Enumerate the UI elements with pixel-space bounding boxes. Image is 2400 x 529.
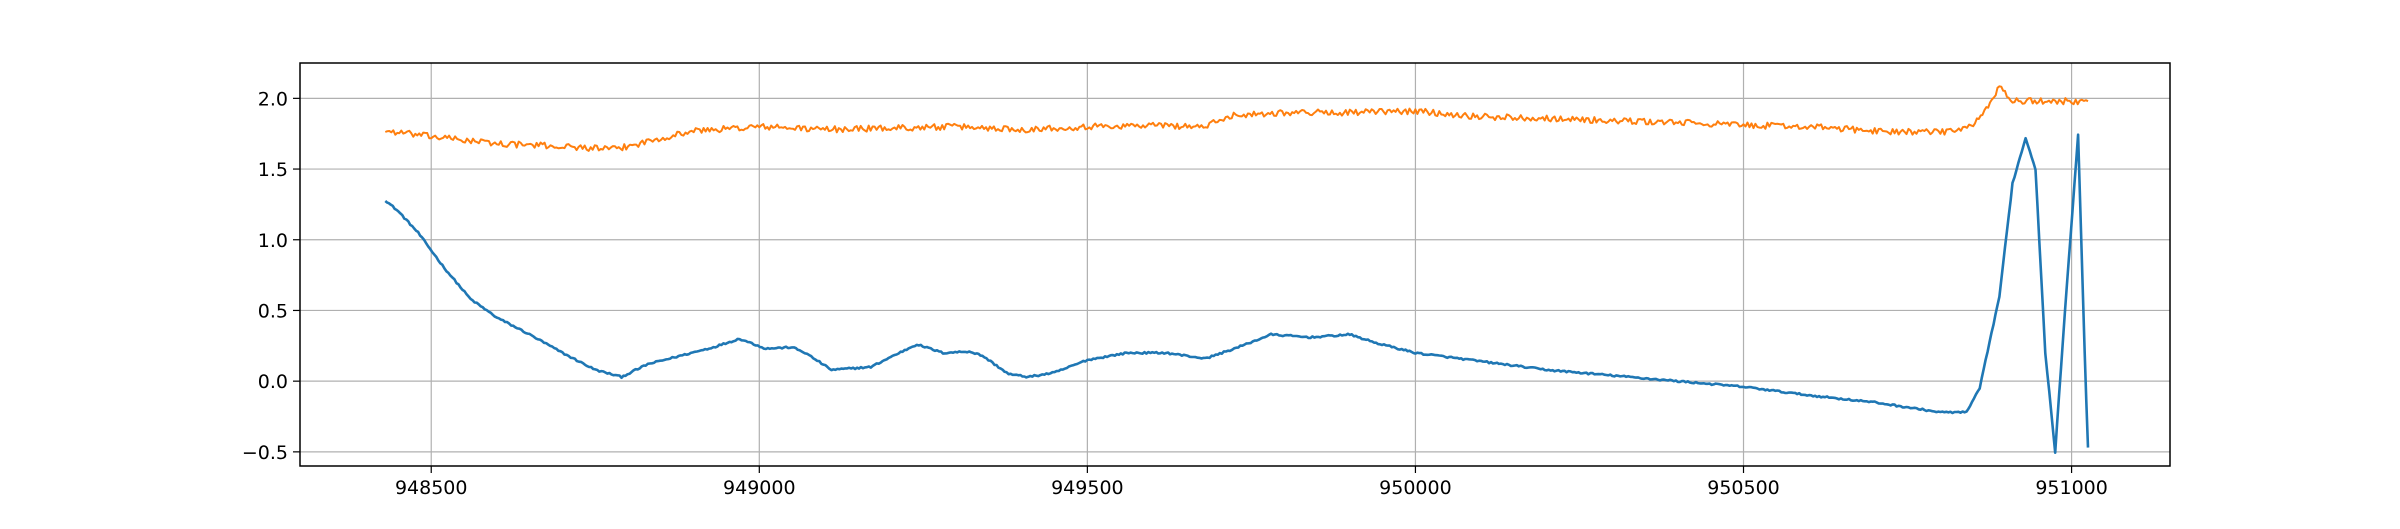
x-tick-label: 948500	[395, 477, 468, 499]
y-tick-label: 1.5	[258, 159, 288, 181]
series-line-2	[384, 85, 2089, 152]
y-tick-label: −0.5	[242, 442, 288, 464]
series-layer	[384, 85, 2090, 455]
ticks: 948500 949000 949500 950000 950500 951000 −0.5…	[242, 88, 2108, 499]
plot-frame	[299, 62, 2171, 467]
x-tick-label: 950500	[1707, 477, 1780, 499]
x-tick-label: 949500	[1051, 477, 1124, 499]
x-tick-label: 949000	[723, 477, 796, 499]
y-tick-label: 0.5	[258, 300, 288, 322]
grid	[300, 63, 2170, 466]
y-tick-label: 2.0	[258, 88, 288, 110]
y-tick-label: 1.0	[258, 230, 288, 252]
x-tick-label: 950000	[1379, 477, 1452, 499]
y-tick-label: 0.0	[258, 371, 288, 393]
x-tick-label: 951000	[2035, 477, 2108, 499]
series-line-1	[384, 133, 2090, 455]
